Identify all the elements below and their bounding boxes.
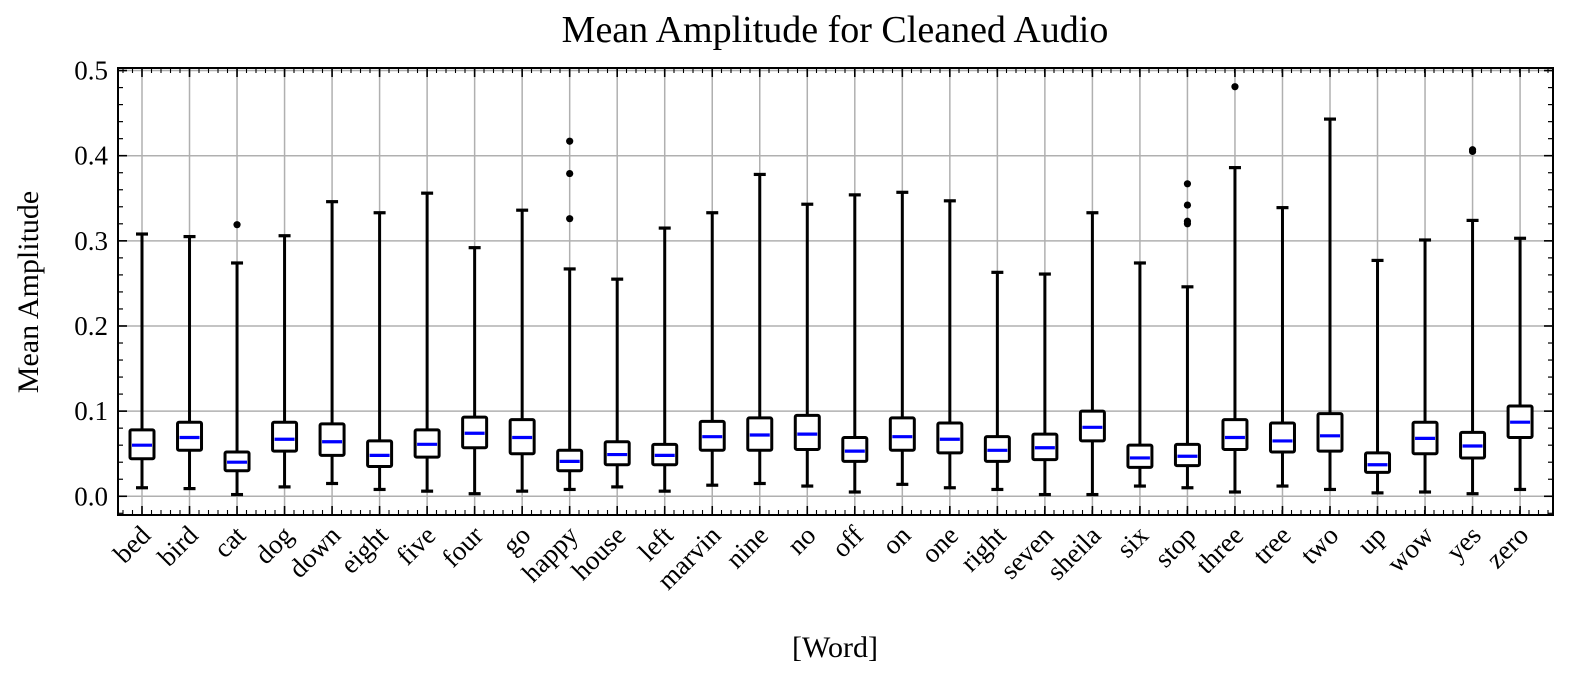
box-iqr	[366, 439, 394, 468]
x-tick-label: sheila	[1041, 520, 1107, 586]
outlier-point	[1468, 146, 1477, 154]
outlier-point	[1183, 217, 1192, 225]
outlier-point	[233, 221, 241, 229]
box-iqr	[793, 413, 821, 451]
x-tick-label: happy	[516, 520, 584, 588]
box-iqr	[1126, 443, 1154, 469]
outlier-point	[1231, 83, 1239, 91]
box-iqr	[1221, 418, 1249, 451]
box-iqr	[841, 436, 869, 463]
y-tick-label: 0.2	[74, 311, 108, 341]
outlier-point	[566, 169, 574, 178]
outlier-point	[566, 215, 574, 223]
x-tick-label: two	[1294, 520, 1344, 570]
y-tick-label: 0.3	[74, 226, 108, 256]
outlier-point	[566, 137, 574, 145]
x-tick-label: down	[283, 520, 347, 584]
box-iqr	[1316, 412, 1344, 453]
x-tick-label: off	[826, 520, 869, 563]
x-tick-label: bed	[107, 520, 156, 569]
x-tick-label: no	[781, 520, 821, 560]
y-tick-label: 0.5	[74, 56, 108, 86]
box-iqr	[271, 420, 299, 453]
x-axis-label: [Word]	[792, 631, 878, 664]
x-tick-label: seven	[994, 520, 1059, 585]
box-iqr	[888, 416, 916, 452]
x-tick-label: house	[566, 520, 632, 586]
y-tick-label: 0.1	[74, 396, 108, 426]
x-tick-label: four	[436, 520, 489, 573]
x-tick-label: one	[915, 520, 964, 569]
y-tick-label: 0.4	[74, 141, 108, 171]
x-tick-label: stop	[1149, 520, 1202, 573]
x-tick-label: on	[876, 520, 917, 561]
x-tick-label: eight	[334, 520, 394, 580]
plot-frame	[117, 67, 1554, 516]
x-tick-label: bird	[152, 520, 204, 572]
x-tick-label: zero	[1480, 520, 1534, 574]
x-tick-label: nine	[720, 520, 774, 574]
outlier-point	[1183, 201, 1192, 209]
x-tick-label: three	[1190, 520, 1249, 579]
box-iqr	[318, 422, 346, 457]
box-iqr	[1268, 421, 1296, 454]
x-tick-label: five	[390, 520, 441, 571]
x-tick-label: wow	[1381, 520, 1440, 579]
x-tick-label: cat	[208, 520, 252, 564]
x-tick-label: six	[1111, 520, 1155, 564]
y-axis-label: Mean Amplitude	[12, 191, 45, 393]
x-tick-label: yes	[1440, 520, 1487, 567]
outlier-point	[1183, 180, 1192, 188]
chart-title: Mean Amplitude for Cleaned Audio	[562, 9, 1109, 51]
x-tick-label: tree	[1247, 520, 1297, 570]
box-iqr	[1364, 451, 1392, 474]
y-tick-label: 0.0	[74, 481, 108, 511]
